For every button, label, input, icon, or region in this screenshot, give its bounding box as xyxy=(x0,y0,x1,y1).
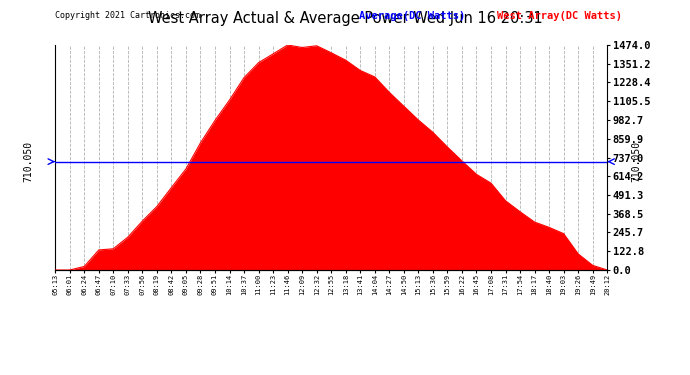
Text: 710.050: 710.050 xyxy=(631,141,641,182)
Text: 710.050: 710.050 xyxy=(23,141,34,182)
Text: West Array Actual & Average Power Wed Jun 16 20:31: West Array Actual & Average Power Wed Ju… xyxy=(148,11,542,26)
Text: West Array(DC Watts): West Array(DC Watts) xyxy=(497,11,622,21)
Text: Copyright 2021 Cartronics.com: Copyright 2021 Cartronics.com xyxy=(55,11,200,20)
Text: Average(DC Watts): Average(DC Watts) xyxy=(359,11,465,21)
